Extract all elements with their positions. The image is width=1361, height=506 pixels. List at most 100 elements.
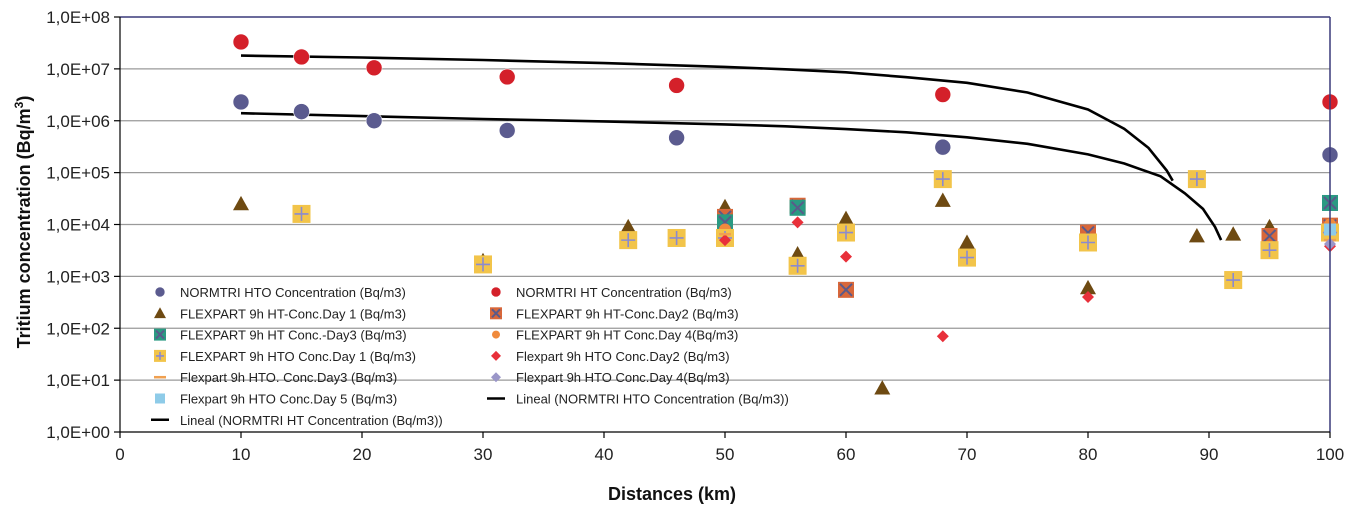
marker-plus — [156, 351, 164, 360]
data-point-series-4 — [789, 199, 806, 216]
y-axis-title-close: ) — [14, 96, 34, 102]
data-point-series-6 — [1187, 170, 1206, 189]
x-tick-label: 30 — [474, 445, 493, 464]
data-point-series-2 — [1225, 226, 1242, 241]
data-point-series-2 — [620, 218, 637, 234]
data-point-series-2 — [838, 210, 854, 225]
tick-labels: 1,0E+00 1,0E+01 1,0E+02 1,0E+03 1,0E+04 1,0E+… — [46, 8, 1344, 464]
marker-circle — [668, 77, 685, 94]
marker-circle — [232, 93, 250, 111]
data-point-series-7 — [1082, 291, 1094, 304]
marker-triangle — [959, 234, 975, 249]
legend-marker — [154, 286, 166, 298]
y-axis-title: Tritium concentration (Bq/m3) — [12, 96, 34, 349]
x-tick-label: 0 — [115, 445, 124, 464]
marker-plus — [1226, 273, 1241, 288]
marker-circle — [154, 286, 166, 298]
marker-diamond — [1082, 291, 1094, 304]
marker-circle — [492, 330, 500, 339]
legend-label: Flexpart 9h HTO Conc.Day2 (Bq/m3) — [516, 349, 730, 364]
marker-diamond — [936, 330, 949, 343]
legend-label: Flexpart 9h HTO Conc.Day 4(Bq/m3) — [516, 370, 730, 385]
marker-triangle — [1188, 228, 1205, 243]
data-point-series-6 — [1079, 233, 1097, 252]
marker-circle — [934, 138, 952, 156]
x-tick-label: 50 — [716, 445, 735, 464]
marker-triangle — [934, 192, 951, 207]
data-point-series-1 — [365, 59, 383, 77]
marker-triangle — [1080, 279, 1096, 295]
legend-label: FLEXPART 9h HT-Conc.Day 1 (Bq/m3) — [180, 306, 406, 321]
marker-circle — [232, 33, 250, 51]
marker-triangle — [620, 218, 637, 234]
legend-label: FLEXPART 9h HT-Conc.Day2 (Bq/m3) — [516, 306, 739, 321]
marker-cross — [155, 329, 165, 340]
data-point-series-7 — [719, 234, 731, 247]
marker-circle — [490, 286, 502, 298]
y-axis-title-main: Tritium concentration (Bq/m — [14, 108, 34, 348]
marker-triangle — [874, 380, 891, 395]
x-tick-label: 70 — [958, 445, 977, 464]
data-point-series-1 — [668, 77, 685, 94]
data-point-series-2 — [1080, 279, 1096, 295]
data-point-series-0 — [498, 122, 516, 139]
marker-plus — [1262, 243, 1277, 258]
y-tick-label: 1,0E+08 — [46, 8, 110, 27]
marker-diamond — [491, 350, 501, 361]
marker-plus — [476, 257, 490, 272]
data-point-series-0 — [365, 112, 383, 130]
data-point-series-6 — [933, 170, 952, 189]
legend-label: NORMTRI HT Concentration (Bq/m3) — [516, 285, 732, 300]
marker-triangle — [154, 307, 166, 319]
y-tick-label: 1,0E+04 — [46, 216, 110, 235]
data-point-series-1 — [934, 86, 952, 103]
x-tick-label: 10 — [232, 445, 251, 464]
marker-diamond — [719, 234, 731, 247]
legend-marker — [154, 328, 166, 341]
legend-marker — [490, 286, 502, 298]
marker-diamond — [491, 372, 501, 383]
marker-plus — [294, 206, 309, 221]
data-point-series-2 — [959, 234, 975, 249]
legend-label: FLEXPART 9h HT Conc.-Day3 (Bq/m3) — [180, 328, 407, 343]
trendlines — [240, 54, 1223, 241]
data-point-series-0 — [934, 138, 952, 156]
legend: NORMTRI HTO Concentration (Bq/m3) FLEXPAR… — [151, 285, 789, 428]
data-point-series-7 — [840, 250, 852, 263]
marker-circle — [498, 122, 516, 139]
data-point-series-1 — [293, 48, 310, 66]
marker-plus — [621, 233, 636, 248]
data-point-series-6 — [1224, 271, 1243, 290]
y-tick-label: 1,0E+02 — [46, 319, 110, 338]
y-tick-label: 1,0E+05 — [46, 164, 110, 183]
marker-cross — [1262, 229, 1277, 243]
marker-triangle — [233, 195, 249, 211]
data-point-series-6 — [474, 255, 492, 274]
legend-marker — [491, 372, 501, 383]
legend-marker — [490, 307, 502, 320]
marker-circle — [668, 129, 685, 147]
x-tick-label: 60 — [837, 445, 856, 464]
y-tick-label: 1,0E+06 — [46, 112, 110, 131]
data-point-series-3 — [1261, 228, 1278, 245]
data-point-series-3 — [838, 281, 854, 298]
data-point-series-6 — [292, 204, 311, 223]
marker-circle — [293, 48, 310, 66]
marker-plus — [839, 225, 853, 240]
trendline-1 — [240, 54, 1174, 182]
legend-label: NORMTRI HTO Concentration (Bq/m3) — [180, 285, 406, 300]
data-point-series-1 — [232, 33, 250, 51]
marker-cross — [790, 201, 805, 215]
legend-marker — [155, 393, 165, 404]
legend-marker — [492, 330, 500, 339]
marker-circle — [365, 59, 383, 77]
data-point-series-6 — [667, 228, 686, 247]
x-tick-label: 100 — [1316, 445, 1344, 464]
data-point-series-2 — [934, 192, 951, 207]
y-tick-label: 1,0E+07 — [46, 60, 110, 79]
legend-label: Lineal (NORMTRI HTO Concentration (Bq/m3… — [516, 392, 789, 407]
legend-label: Flexpart 9h HTO Conc.Day 5 (Bq/m3) — [180, 392, 397, 407]
x-tick-label: 80 — [1079, 445, 1098, 464]
legend-label: Flexpart 9h HTO. Conc.Day3 (Bq/m3) — [180, 370, 397, 385]
